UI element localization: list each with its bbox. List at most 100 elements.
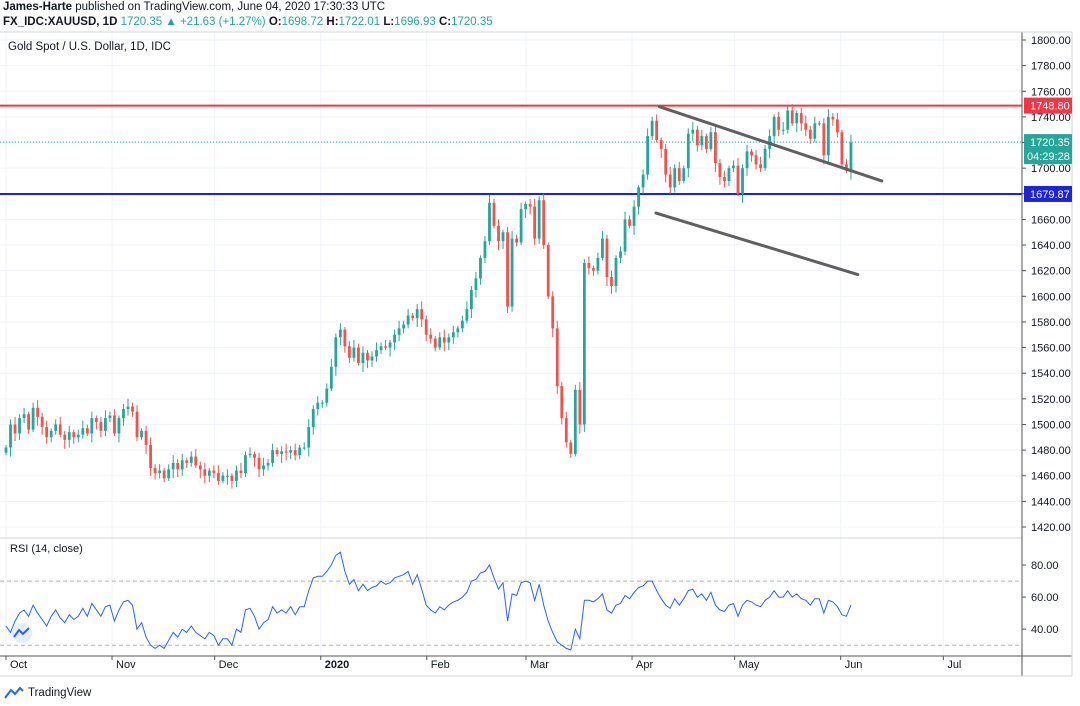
last-price-label: 1720.35 [1030, 137, 1070, 149]
candle-body [348, 346, 351, 358]
candle-body [488, 202, 491, 242]
publish-info: James-Harte published on TradingView.com… [3, 1, 385, 13]
candle-body [750, 151, 753, 156]
candle-body [632, 206, 636, 226]
candle-body [686, 133, 690, 169]
price-tick-label: 1620.00 [1031, 266, 1071, 278]
candle-body [447, 337, 451, 343]
candle-body [741, 168, 744, 194]
candle-body [388, 342, 392, 348]
price-tick-label: 1500.00 [1031, 419, 1071, 431]
candle-body [49, 430, 53, 438]
candle-body [406, 315, 410, 325]
candle-body [777, 116, 781, 130]
candle-body [727, 168, 731, 181]
candle-body [13, 424, 17, 434]
candle-body [677, 168, 681, 181]
candle-body [149, 444, 152, 469]
candle-body [194, 456, 198, 466]
candles [4, 104, 853, 489]
candle-body [759, 164, 762, 169]
candle-body [31, 407, 35, 430]
candle-body [207, 470, 211, 476]
candle-body [569, 442, 573, 454]
candle-body [271, 450, 274, 463]
trendlines[interactable] [654, 105, 884, 277]
high-label: H: [326, 16, 339, 28]
candle-body [655, 120, 659, 140]
candle-body [497, 225, 500, 242]
candle-body [614, 257, 618, 287]
candle-body [262, 465, 265, 470]
rsi-pane-logo-mark [13, 627, 30, 638]
candle-body [564, 418, 568, 443]
candle-body [230, 475, 234, 481]
time-tick-label: Oct [10, 659, 27, 671]
candle-body [167, 469, 171, 479]
candle-body [578, 389, 582, 425]
candle-body [117, 418, 121, 434]
candle-body [840, 132, 844, 165]
candle-body [704, 136, 708, 149]
price-tick-label: 1560.00 [1031, 343, 1071, 355]
chart-header: James-Harte published on TradingView.com… [3, 0, 1073, 32]
candle-body [691, 129, 695, 134]
publisher-name[interactable]: James-Harte [3, 1, 73, 13]
candle-body [763, 148, 767, 169]
candle-body [226, 475, 229, 477]
open-label: O: [268, 16, 282, 28]
price-tick-label: 1540.00 [1031, 368, 1071, 380]
candle-body [27, 414, 30, 430]
candle-body [293, 450, 297, 456]
candle-body [140, 430, 143, 438]
last-price: 1720.35 [120, 16, 163, 28]
candle-body [379, 346, 383, 351]
candle-body [723, 177, 726, 181]
candle-body [754, 155, 758, 165]
footer-brand[interactable]: TradingView [28, 687, 92, 699]
upper-trendline [657, 105, 884, 183]
candle-body [375, 350, 378, 357]
price-tick-label: 1420.00 [1031, 522, 1071, 534]
candle-body [790, 110, 794, 124]
rsi-tick-label: 80.00 [1031, 560, 1059, 572]
candle-body [298, 447, 302, 456]
candle-body [361, 352, 365, 363]
candle-body [732, 165, 735, 169]
candle-body [470, 289, 473, 310]
symbol-label[interactable]: FX_IDC:XAUUSD, 1D [3, 16, 118, 28]
candle-body [813, 123, 817, 139]
price-change: ▲ +21.63 (+1.27%) [165, 16, 266, 28]
candle-body [817, 123, 821, 125]
chart-grid [0, 32, 1022, 656]
candle-body [442, 337, 446, 343]
candle-body [718, 163, 722, 178]
candle-body [316, 402, 320, 410]
candle-body [831, 116, 835, 120]
candle-body [325, 388, 329, 403]
candle-body [122, 409, 125, 419]
candle-body [573, 389, 577, 454]
candle-body [397, 328, 401, 335]
candle-body [63, 434, 67, 440]
candle-body [126, 406, 130, 410]
candle-body [366, 352, 369, 361]
candle-body [587, 262, 591, 269]
price-tick-label: 1700.00 [1031, 163, 1071, 175]
candle-body [845, 164, 848, 171]
candle-body [108, 415, 112, 419]
candle-body [329, 366, 333, 389]
candle-body [415, 309, 419, 319]
candle-body [451, 332, 455, 338]
candle-body [40, 416, 44, 428]
high-value: 1722.01 [338, 16, 381, 28]
candle-body [501, 232, 505, 242]
candle-body [76, 434, 80, 438]
candle-body [650, 120, 654, 137]
resistance-price-label: 1748.80 [1030, 101, 1070, 113]
candle-body [384, 346, 387, 348]
candle-body [67, 432, 71, 440]
time-tick-label: Jun [845, 659, 863, 671]
candle-body [795, 113, 799, 124]
